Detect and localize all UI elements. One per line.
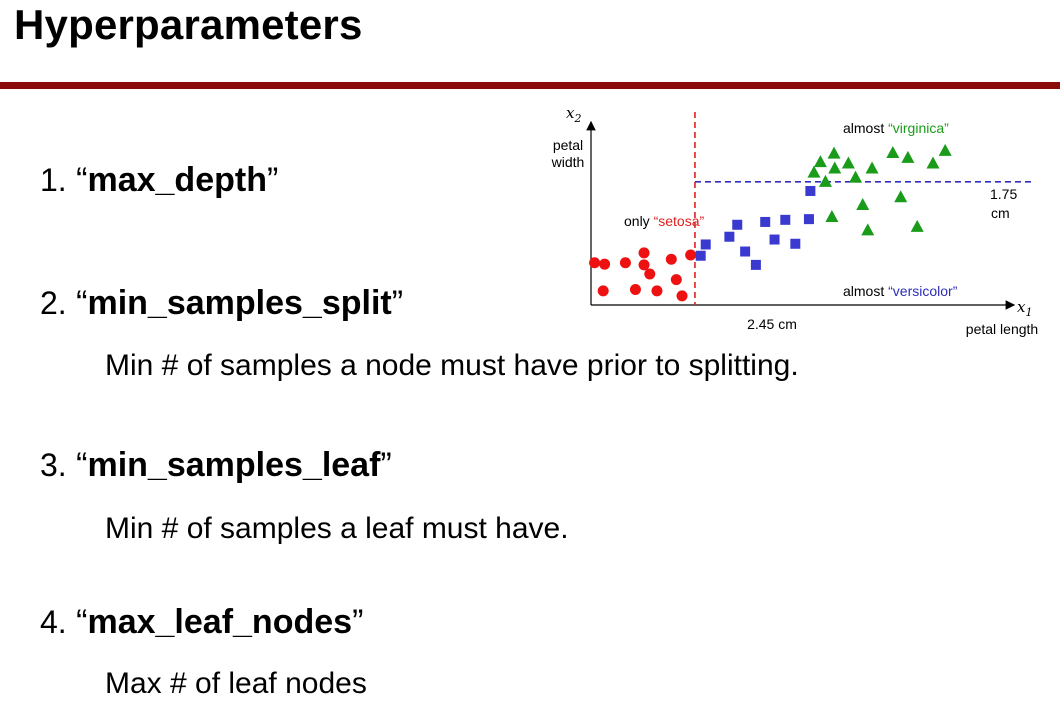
setosa-point bbox=[597, 285, 609, 297]
versicolor-point bbox=[695, 250, 706, 261]
versicolor-point bbox=[732, 219, 743, 230]
close-quote: ” bbox=[391, 284, 404, 322]
setosa-point bbox=[638, 259, 650, 271]
title-divider bbox=[0, 82, 1060, 89]
open-quote: “ bbox=[76, 161, 88, 199]
item-number: 4. bbox=[40, 604, 67, 640]
y-axis-symbol: x2 bbox=[566, 104, 581, 125]
virginica-point bbox=[825, 210, 839, 223]
scatter-points bbox=[589, 143, 952, 302]
virginica-point bbox=[938, 143, 952, 156]
virginica-point bbox=[828, 161, 842, 174]
close-quote: ” bbox=[266, 161, 279, 199]
item-number: 1. bbox=[40, 162, 67, 198]
versicolor-point bbox=[760, 216, 771, 227]
item-number: 3. bbox=[40, 447, 67, 483]
close-quote: ” bbox=[380, 446, 392, 484]
hyperparameter-item-max-leaf-nodes: 4. “max_leaf_nodes” bbox=[40, 602, 363, 642]
param-name-min-samples-split: min_samples_split bbox=[87, 284, 392, 322]
hyperparameter-item-min-samples-split: 2. “min_samples_split” bbox=[40, 283, 403, 323]
param-name-max-leaf-nodes: max_leaf_nodes bbox=[87, 603, 353, 641]
open-quote: “ bbox=[76, 284, 88, 322]
param-name-max-depth: max_depth bbox=[87, 161, 267, 199]
open-quote: “ bbox=[76, 603, 88, 641]
description-min-samples-split: Min # of samples a node must have prior … bbox=[105, 349, 799, 382]
item-number: 2. bbox=[40, 285, 67, 321]
slide-title: Hyperparameters bbox=[14, 1, 363, 48]
virginica-point bbox=[865, 161, 879, 174]
setosa-point bbox=[644, 268, 656, 280]
close-quote: ” bbox=[352, 603, 364, 641]
virginica-point bbox=[856, 198, 870, 211]
virginica-point bbox=[849, 170, 863, 183]
virginica-point bbox=[813, 155, 827, 168]
param-name-min-samples-leaf: min_samples_leaf bbox=[87, 446, 381, 484]
versicolor-point bbox=[724, 231, 735, 242]
virginica-point bbox=[841, 156, 855, 169]
horizontal-split-label-line2: cm bbox=[991, 205, 1010, 221]
setosa-point bbox=[599, 258, 611, 270]
virginica-point bbox=[861, 223, 875, 236]
versicolor-point bbox=[780, 214, 791, 225]
versicolor-point bbox=[790, 238, 801, 249]
iris-decision-boundary-chart: x2 x1 petal width petal length 2.45 cm 1… bbox=[551, 104, 1039, 337]
description-min-samples-leaf: Min # of samples a leaf must have. bbox=[105, 512, 569, 545]
hyperparameter-item-min-samples-leaf: 3. “min_samples_leaf” bbox=[40, 445, 392, 485]
versicolor-point bbox=[700, 239, 711, 250]
setosa-point bbox=[670, 274, 682, 286]
annotation-virginica: almost “virginica” bbox=[843, 120, 949, 136]
setosa-point bbox=[651, 285, 663, 297]
description-max-leaf-nodes: Max # of leaf nodes bbox=[105, 667, 367, 700]
versicolor-point bbox=[769, 234, 780, 245]
virginica-point bbox=[886, 145, 900, 158]
setosa-point bbox=[638, 247, 650, 259]
virginica-point bbox=[910, 219, 924, 232]
versicolor-point bbox=[740, 246, 751, 257]
open-quote: “ bbox=[76, 446, 88, 484]
annotation-versicolor: almost “versicolor” bbox=[843, 283, 958, 299]
virginica-point bbox=[807, 165, 821, 178]
annotation-setosa: only “setosa” bbox=[624, 213, 704, 229]
versicolor-point bbox=[803, 214, 814, 225]
y-axis-label-line1: petal bbox=[553, 137, 583, 153]
virginica-point bbox=[926, 156, 940, 169]
virginica-point bbox=[827, 146, 841, 159]
setosa-point bbox=[676, 290, 688, 302]
horizontal-split-label-line1: 1.75 bbox=[990, 186, 1017, 202]
setosa-point bbox=[589, 257, 601, 269]
x-axis-label: petal length bbox=[966, 321, 1038, 337]
hyperparameter-item-max-depth: 1. “max_depth” bbox=[40, 160, 278, 200]
virginica-point bbox=[894, 190, 908, 203]
virginica-point bbox=[901, 150, 915, 163]
virginica-point bbox=[818, 174, 832, 187]
vertical-split-label: 2.45 cm bbox=[747, 316, 797, 332]
y-axis-label-line2: width bbox=[551, 154, 585, 170]
setosa-point bbox=[665, 253, 677, 265]
x-axis-symbol: x1 bbox=[1017, 298, 1032, 319]
versicolor-point bbox=[750, 259, 761, 270]
setosa-point bbox=[685, 249, 697, 261]
setosa-point bbox=[619, 257, 631, 269]
setosa-point bbox=[629, 284, 641, 296]
versicolor-point bbox=[805, 185, 816, 196]
